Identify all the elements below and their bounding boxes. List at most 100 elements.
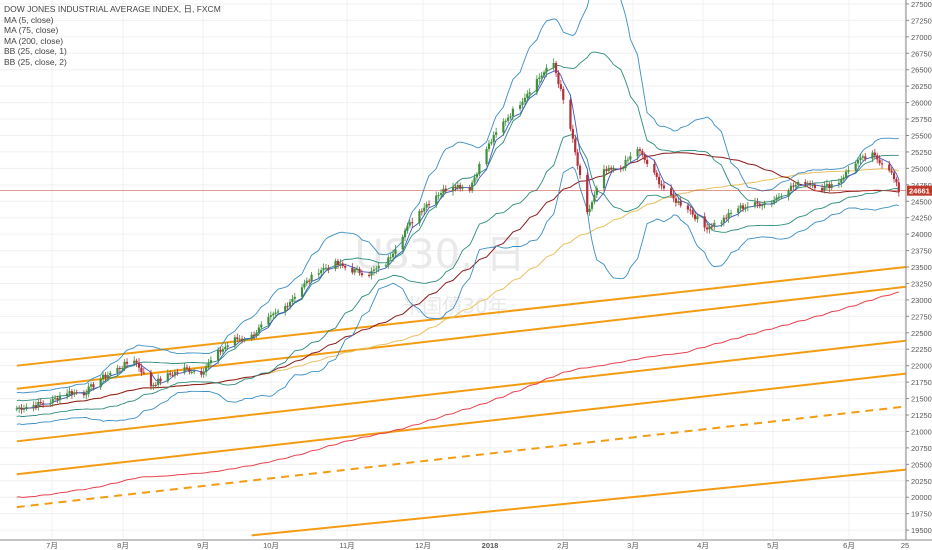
candle-body <box>847 170 850 172</box>
candle-body <box>358 268 361 274</box>
candle-body <box>188 368 191 373</box>
candle-body <box>286 306 289 308</box>
candle-body <box>391 253 395 258</box>
candle-body <box>384 265 387 267</box>
candle-body <box>202 372 205 375</box>
candle-body <box>133 360 136 364</box>
time-tick-label: 2018 <box>482 541 499 550</box>
candle-body <box>794 184 797 187</box>
candle-body <box>686 205 689 210</box>
price-tick-label: 21250 <box>911 411 932 420</box>
candle-body <box>303 283 306 288</box>
candle-body <box>166 373 169 382</box>
bb-band-line <box>16 0 899 394</box>
candle-body <box>140 367 143 373</box>
candle-body <box>758 203 761 207</box>
candle-body <box>411 222 414 224</box>
candle-body <box>51 398 54 404</box>
candle-body <box>106 375 109 378</box>
candle-body <box>240 338 244 340</box>
candle-body <box>468 187 471 191</box>
candle-body <box>372 269 376 271</box>
candle-body <box>775 197 778 200</box>
candle-body <box>674 198 678 203</box>
candle-body <box>250 334 253 340</box>
candle-body <box>101 374 105 380</box>
candle-body <box>368 275 371 277</box>
time-tick-label: 6月 <box>843 541 855 550</box>
candle-body <box>511 108 515 117</box>
legend: DOW JONES INDUSTRIAL AVERAGE INDEX, 日, F… <box>4 4 221 67</box>
price-tick-label: 23000 <box>911 296 932 305</box>
time-tick-label: 9月 <box>197 541 209 550</box>
candle-body <box>92 384 95 388</box>
candle-body <box>619 167 622 169</box>
candle-body <box>418 211 421 224</box>
candle-body <box>149 372 153 387</box>
candle-body <box>576 152 579 166</box>
candle-body <box>569 99 572 129</box>
price-tick-label: 22000 <box>911 362 932 371</box>
candle-body <box>552 62 555 68</box>
candle-body <box>291 298 294 302</box>
candle-body <box>842 177 845 180</box>
candle-body <box>653 164 656 173</box>
candle-body <box>42 403 45 405</box>
candle-body <box>485 148 488 165</box>
candle-body <box>403 230 407 237</box>
candle-body <box>797 181 800 185</box>
candle-body <box>183 367 186 373</box>
candle-body <box>171 374 174 376</box>
candle-body <box>705 227 709 230</box>
price-tick-label: 19750 <box>911 510 932 519</box>
watermark-symbol: US30, 日 <box>355 232 526 278</box>
candle-body <box>274 312 277 314</box>
time-tick-label: 8月 <box>117 541 129 550</box>
candle-body <box>777 196 781 198</box>
price-tick-label: 22750 <box>911 312 932 321</box>
candle-body <box>490 142 493 144</box>
candle-body <box>451 186 455 192</box>
candle-body <box>773 199 776 203</box>
candle-body <box>300 287 304 297</box>
candle-body <box>185 367 189 369</box>
candle-body <box>193 371 196 373</box>
price-tick-label: 23250 <box>911 279 932 288</box>
candle-body <box>897 182 900 192</box>
price-tick-label: 25750 <box>911 115 932 124</box>
candle-body <box>456 185 459 189</box>
candle-body <box>703 216 706 228</box>
candle-body <box>605 169 608 171</box>
candle-body <box>401 236 404 250</box>
candle-body <box>118 367 121 369</box>
candle-body <box>557 72 560 85</box>
candle-body <box>89 384 93 387</box>
bb-band-line <box>16 51 899 402</box>
candle-body <box>655 172 658 177</box>
candle-body <box>257 327 260 333</box>
candle-body <box>353 269 356 273</box>
candle-body <box>590 202 594 209</box>
candle-body <box>607 167 610 171</box>
candle-body <box>626 159 630 161</box>
time-tick-label: 10月 <box>263 541 279 550</box>
candle-body <box>169 373 172 375</box>
candle-body <box>322 267 325 271</box>
candle-body <box>854 163 857 171</box>
candle-body <box>82 392 85 396</box>
candle-body <box>770 202 773 204</box>
legend-ma200: MA (200, close) <box>4 35 64 46</box>
price-tick-label: 25000 <box>911 164 932 173</box>
candle-body <box>209 360 213 363</box>
candle-body <box>73 392 76 395</box>
candle-body <box>837 182 840 185</box>
candle-body <box>454 186 457 189</box>
candle-body <box>586 175 589 213</box>
candle-body <box>121 368 124 370</box>
candle-body <box>638 149 642 151</box>
candle-body <box>176 372 179 374</box>
candle-body <box>823 185 826 191</box>
candle-body <box>538 77 541 79</box>
